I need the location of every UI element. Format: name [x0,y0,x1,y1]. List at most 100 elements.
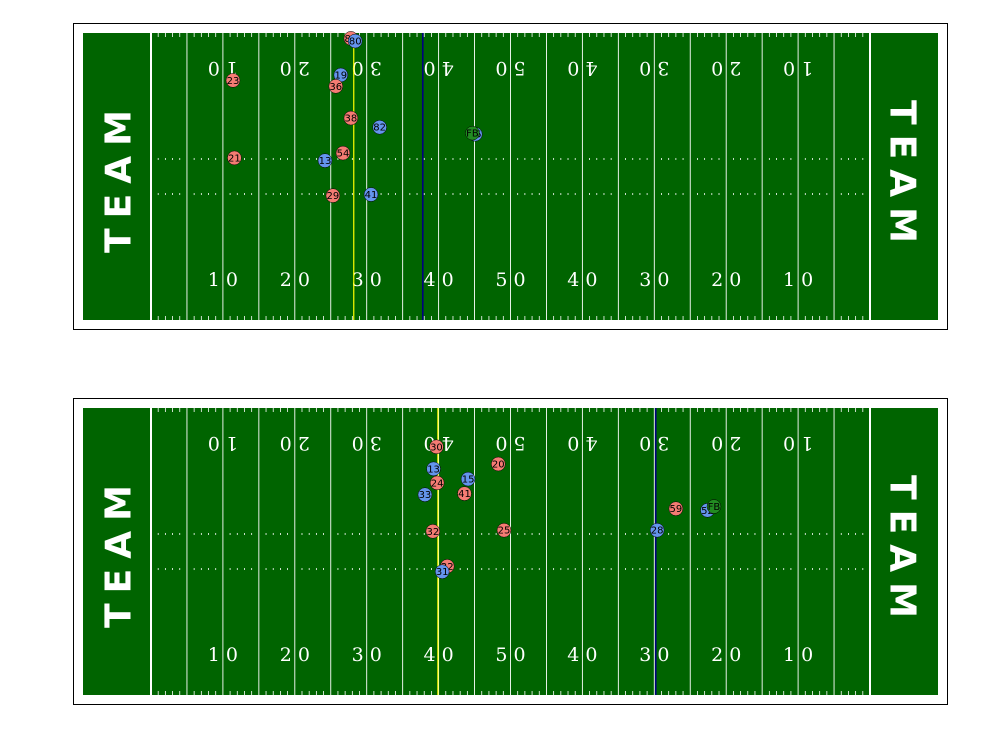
player-team-a: 25 [496,522,512,538]
player-marker [335,145,351,161]
player-marker [457,486,472,501]
player-jersey: 30 [430,442,443,453]
player-team-a: 21 [227,150,242,166]
player-jersey: 32 [426,527,439,538]
yard-number-top: 3 0 [352,57,382,79]
yard-number-bottom: 5 0 [495,644,525,666]
player-jersey: 13 [319,156,332,167]
player-jersey: 31 [436,567,449,578]
player-jersey: 82 [373,123,386,134]
yard-number-bottom: 3 0 [352,644,382,666]
field-top-svg: 1 0 1 0 2 0 2 0 3 0 3 0 4 0 4 0 5 0 5 0 4 0 4 0 3 0 3… [83,31,938,320]
player-team-a: 32 [425,524,441,539]
player-jersey: 29 [327,191,340,202]
yard-number-top: 5 0 [495,432,525,454]
player-marker [343,110,359,126]
yard-number-top: 4 0 [567,432,597,454]
player-team-b: 13 [317,153,333,168]
yard-number-top: 3 0 [352,432,382,454]
endzone-label-right: TEAM [882,100,923,253]
football: FB [465,125,480,141]
yard-number-bottom: 1 0 [208,644,238,666]
player-team-a: 36 [328,79,344,94]
endzone-label-left: TEAM [99,475,140,628]
field-bottom-svg: 1 01 02 02 03 03 04 04 05 05 04 04 03 03… [83,408,938,695]
player-team-b: 80 [347,33,363,49]
yard-number-bottom: 3 0 [639,644,669,666]
player-jersey: 20 [492,460,505,471]
player-marker [491,456,506,472]
yard-number-top: 1 0 [208,57,238,79]
football: FB [706,499,722,514]
player-team-b: 82 [372,119,387,135]
player-team-b: 33 [417,487,433,502]
player-team-a: 59 [668,501,684,516]
player-jersey: 41 [458,489,471,500]
player-jersey: 25 [498,526,511,537]
yard-number-top: 2 0 [711,57,741,79]
player-team-a: 20 [491,456,506,472]
player-marker [417,487,433,502]
player-marker [317,153,333,168]
player-marker [425,524,441,539]
player-marker [429,439,444,455]
yard-number-top: 2 0 [280,57,310,79]
yard-number-bottom: 4 0 [423,269,453,291]
yard-number-top: 2 0 [280,432,310,454]
player-team-a: 24 [429,475,445,491]
yard-number-top: 4 0 [423,57,453,79]
player-marker [649,522,665,538]
field-diagram-top: 1 0 1 0 2 0 2 0 3 0 3 0 4 0 4 0 5 0 5 0 4 0 4 0 3 0 3… [73,23,948,330]
yard-number-top: 2 0 [711,432,741,454]
player-marker [460,471,476,487]
player-team-b: 31 [434,564,450,579]
player-team-a: 23 [225,73,241,88]
player-marker [227,150,242,166]
player-marker [347,33,363,49]
yard-number-bottom: 4 0 [567,269,597,291]
football-label: FB [708,502,721,513]
player-jersey: 80 [349,37,362,48]
yard-number-bottom: 4 0 [423,644,453,666]
yard-number-bottom: 3 0 [639,269,669,291]
player-marker [434,564,450,579]
player-jersey: 28 [651,526,664,537]
endzone-label-left: TEAM [99,100,140,253]
player-marker [363,187,379,202]
player-jersey: 54 [337,149,350,160]
player-jersey: 15 [462,475,475,486]
player-team-b: 28 [649,522,665,538]
player-team-b: 41 [363,187,379,202]
football-label: FB [466,129,479,140]
player-jersey: 33 [419,490,432,501]
player-jersey: 36 [329,82,342,93]
player-team-a: 41 [457,486,472,501]
player-team-a: 29 [325,188,341,203]
player-marker [668,501,684,516]
yard-number-bottom: 2 0 [711,269,741,291]
yard-number-top: 1 0 [783,57,813,79]
player-jersey: 23 [227,76,240,87]
player-marker [225,73,241,88]
player-jersey: 19 [334,71,347,82]
endzone-label-right: TEAM [882,475,923,628]
player-marker [372,119,387,135]
yard-number-top: 1 0 [208,432,238,454]
yard-number-bottom: 2 0 [280,644,310,666]
player-marker [325,188,341,203]
player-jersey: 21 [228,153,241,164]
player-marker [426,461,441,477]
yard-number-top: 1 0 [783,432,813,454]
player-jersey: 24 [431,478,444,489]
yard-number-top: 4 0 [567,57,597,79]
player-jersey: 59 [670,504,683,515]
yard-number-bottom: 4 0 [567,644,597,666]
player-jersey: 52 [701,506,714,517]
player-team-a: 38 [343,110,359,126]
player-team-a: 54 [335,145,351,161]
player-marker [328,79,344,94]
player-marker [496,522,512,538]
player-marker [429,475,445,491]
yard-number-top: 5 0 [495,57,525,79]
